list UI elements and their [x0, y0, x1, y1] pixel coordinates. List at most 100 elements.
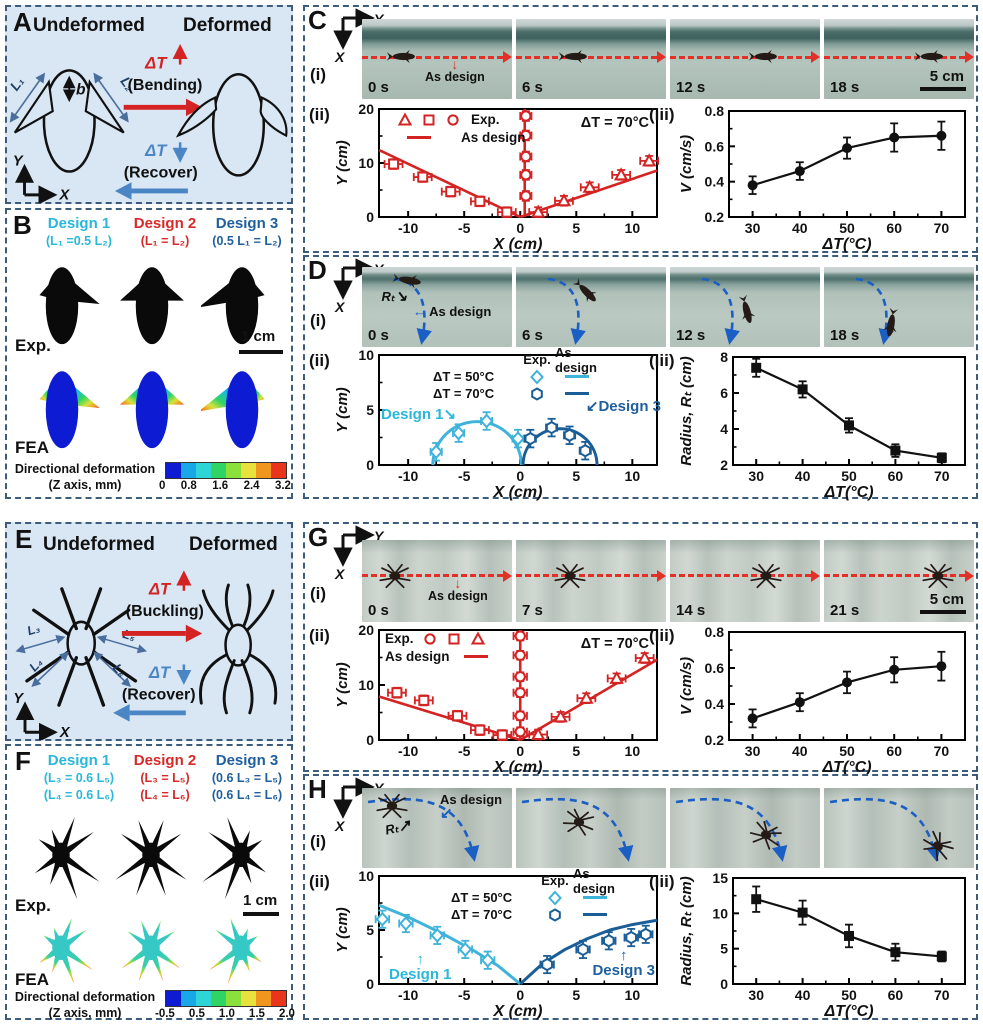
colorbar-ticks: 0 0.8 1.6 2.4 3.2: [159, 480, 291, 492]
panel-h-sub-iii: (iii): [649, 872, 675, 891]
design-2-formula: (L₁ = L₂): [140, 234, 190, 248]
svg-text:0: 0: [516, 468, 524, 484]
svg-text:70: 70: [934, 468, 950, 484]
l6-dimension-arrow-icon: [93, 651, 131, 688]
panel-b-letter: B: [13, 210, 32, 240]
legend-exp-label: Exp.: [385, 631, 414, 646]
swimmer-silhouette: [558, 49, 592, 64]
svg-text:60: 60: [888, 468, 904, 484]
buckling-label: (Buckling): [126, 603, 204, 620]
design-3-formula: (0.5 L₁ = L₂): [212, 234, 282, 248]
chart-d-ii-wrap: -10 -5 0 5 10 0 5 10 X (cm) Y (cm) Exp. As design …: [333, 345, 665, 502]
as-design-arc: [829, 797, 942, 862]
axis-x-label: X: [59, 725, 71, 740]
svg-text:0: 0: [366, 457, 374, 473]
panel-c-sub-iii: (iii): [649, 105, 675, 124]
svg-text:0: 0: [366, 209, 374, 225]
svg-text:2: 2: [720, 457, 728, 473]
time-label: 18 s: [830, 79, 860, 96]
svg-text:6: 6: [720, 385, 728, 401]
svg-text:10: 10: [712, 905, 728, 921]
svg-text:10: 10: [358, 677, 374, 693]
l1-label: L₁: [7, 74, 27, 94]
svg-text:0.6: 0.6: [705, 660, 725, 676]
time-label: 0 s: [368, 327, 389, 344]
scalebar-5cm: [920, 87, 966, 91]
panel-f: F Design 1 Design 2 Design 3 (L₃ = 0.6 L…: [5, 744, 295, 1020]
photo-frame: 6 s: [516, 19, 666, 99]
chart-h-iii: 30 40 50 60 70 0 5 10 15 ΔT(°C) Radius, Rₜ (cm): [678, 870, 966, 1020]
legend-asdesign-header: As design: [573, 865, 615, 896]
svg-text:X: X: [334, 49, 346, 64]
fea-spider-design-2: [121, 920, 181, 982]
as-design-path-line: [362, 51, 512, 64]
spider-silhouette: [549, 563, 591, 589]
svg-text:X (cm): X (cm): [493, 759, 543, 776]
radius-label: Rₜ↘: [381, 288, 408, 306]
l3-dimension-arrow-icon: [15, 634, 66, 654]
panel-h-letter: H: [308, 774, 327, 804]
legend-line-icon: [463, 654, 488, 659]
panel-b: B Design 1 Design 2 Design 3 (L₁ =0.5 L₂…: [5, 208, 293, 499]
legend-line50-icon: [565, 374, 589, 379]
svg-text:-5: -5: [458, 743, 471, 759]
colorbar: [165, 462, 287, 479]
as-design-arc: [367, 797, 480, 862]
design-1-name: Design 1: [47, 215, 111, 232]
design-2-name: Design 2: [133, 752, 197, 769]
chart-c-ii-legend: Exp. As design: [395, 111, 526, 146]
as-design-annotation: ↓ As design: [428, 576, 488, 603]
design-3-pointer: ↙Design 3: [585, 398, 661, 415]
design-1-formula: (L₁ =0.5 L₂): [46, 234, 112, 248]
panel-h-sub-i: (i): [310, 832, 327, 851]
svg-text:5: 5: [572, 743, 580, 759]
spider-silhouette: [371, 793, 413, 819]
photo-frame: [516, 788, 666, 868]
photo-frame: 12 s: [670, 267, 820, 347]
svg-text:40: 40: [795, 987, 811, 1003]
svg-text:5: 5: [366, 402, 374, 418]
svg-text:0.2: 0.2: [705, 209, 725, 225]
exp-spider-design-2: [115, 820, 187, 896]
colorbar-title: Directional deformation (Z axis, mm): [14, 990, 156, 1020]
photo-frame: Rₜ↗ As design ↙: [362, 788, 512, 868]
svg-text:0: 0: [516, 220, 524, 236]
colorbar-ticks: -0.5 0.5 1.0 1.5 2.0: [155, 1008, 295, 1020]
photo-frame: ↓ As design 0 s: [362, 19, 512, 99]
svg-text:Radius, Rₜ (cm): Radius, Rₜ (cm): [678, 876, 695, 985]
as-design-label: As design: [428, 589, 488, 604]
spider-silhouette: [374, 563, 416, 589]
svg-text:ΔT(°C): ΔT(°C): [821, 759, 871, 776]
path-arrowhead-icon: [503, 569, 512, 582]
exp-row-label: Exp.: [15, 336, 51, 355]
legend-line70-icon: [565, 391, 589, 396]
swimmer-silhouette: [386, 49, 420, 64]
delta-t-buckling-label: ΔT: [148, 581, 172, 599]
photo-frame: 18 s 5 cm: [824, 19, 974, 99]
svg-text:X (cm): X (cm): [493, 484, 543, 501]
legend-hexagon-icon: [549, 907, 561, 922]
design-3-arrow-icon: ↑: [619, 947, 628, 964]
svg-text:V (cm/s): V (cm/s): [678, 657, 695, 715]
svg-text:4: 4: [720, 421, 728, 437]
svg-text:30: 30: [748, 987, 764, 1003]
l5-dimension-arrow-icon: [96, 634, 147, 654]
panel-c-letter: C: [308, 5, 327, 35]
chart-h-ii-wrap: -10 -5 0 5 10 0 5 10 X (cm) Y (cm) Exp. As design …: [333, 866, 665, 1020]
colorbar-title: Directional deformation (Z axis, mm): [14, 462, 156, 492]
svg-text:5: 5: [572, 987, 580, 1003]
exp-fish-design-2: [120, 267, 184, 345]
panel-g-sub-i: (i): [310, 584, 327, 603]
bending-label: (Bending): [128, 76, 203, 94]
legend-exp-header: Exp.: [541, 873, 569, 888]
chart-c-ii: -10 -5 0 5 10 0 10 20 X (cm) Y (cm) ΔT = 70°C: [334, 101, 660, 253]
legend-diamond-icon: [530, 369, 544, 384]
as-design-arc: [675, 797, 788, 862]
time-label: 0 s: [368, 79, 389, 96]
scalebar-5cm: [920, 610, 966, 614]
svg-text:10: 10: [625, 987, 641, 1003]
design-3-name: Design 3: [215, 215, 279, 232]
panel-c-sub-ii: (ii): [309, 105, 330, 124]
chart-g-ii-legend: Exp. As design: [385, 630, 490, 665]
